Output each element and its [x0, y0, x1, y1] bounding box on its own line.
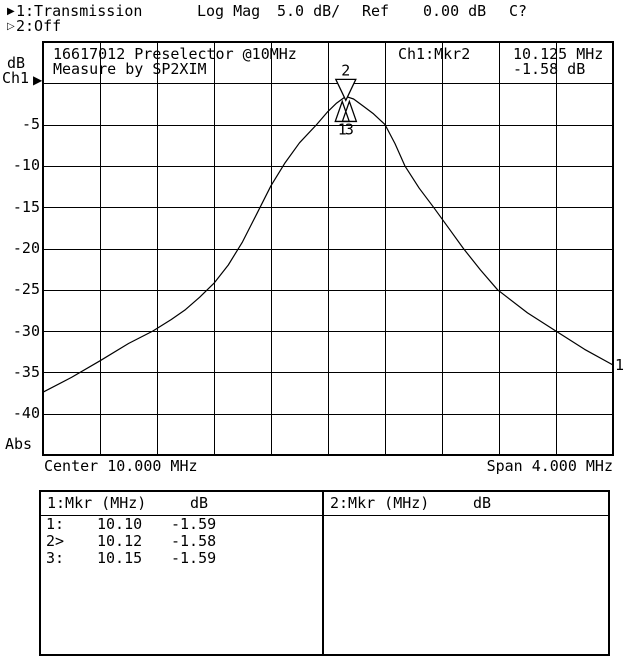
marker-table: 1:Mkr (MHz) dB 2:Mkr (MHz) dB 1: 10.10 -… — [39, 490, 610, 656]
y-tick-label: -40 — [12, 404, 40, 422]
marker-row-freq: 10.15 — [97, 549, 143, 567]
ref-label: Ref — [362, 2, 390, 20]
marker-row-db: -1.58 — [171, 532, 217, 550]
y-tick-label: -10 — [12, 156, 40, 174]
marker-row-number: 1: — [46, 515, 65, 533]
marker-table-right-header-unit: dB — [473, 494, 492, 512]
trace-line — [42, 95, 614, 393]
marker-row-number: 3: — [46, 549, 65, 567]
trace-number-label: 1 — [615, 356, 625, 374]
format-label: Log Mag — [197, 2, 261, 20]
marker-1-label: 1 — [338, 120, 347, 138]
channel-label: Ch1 — [2, 69, 30, 87]
marker-3-label: 3 — [345, 120, 354, 138]
trace1-active-icon: ▶ — [7, 6, 15, 17]
abs-mode-label: Abs — [5, 435, 33, 453]
ref-level-arrow-icon: ▶ — [33, 73, 43, 87]
cal-status: C? — [509, 2, 528, 20]
scale-per-div: 5.0 dB/ — [277, 2, 341, 20]
marker-2-icon — [334, 78, 357, 102]
trace2-inactive-icon: ▷ — [7, 21, 15, 32]
marker-row-freq: 10.12 — [97, 532, 143, 550]
y-tick-label: -15 — [12, 198, 40, 216]
marker-3-icon — [341, 99, 358, 123]
plot-title-line1: 16617012 Preselector @10MHz — [53, 45, 297, 63]
marker-row-freq: 10.10 — [97, 515, 143, 533]
graticule-border — [42, 41, 614, 456]
marker-row-db: -1.59 — [171, 549, 217, 567]
marker-readout-value: -1.58 dB — [513, 60, 586, 78]
marker-2-label: 2 — [341, 61, 350, 79]
plot-title-line2: Measure by SP2XIM — [53, 60, 207, 78]
marker-table-header-line — [41, 515, 608, 516]
marker-readout-freq: 10.125 MHz — [513, 45, 604, 63]
y-tick-label: -25 — [12, 280, 40, 298]
y-tick-label: -5 — [21, 115, 40, 133]
y-tick-label: -30 — [12, 322, 40, 340]
y-axis-unit: dB — [7, 54, 26, 72]
y-tick-label: -20 — [12, 239, 40, 257]
marker-table-left-header-unit: dB — [190, 494, 209, 512]
y-tick-label: -35 — [12, 363, 40, 381]
marker-readout-channel: Ch1:Mkr2 — [398, 45, 471, 63]
marker-table-divider — [322, 492, 324, 654]
marker-table-right-header: 2:Mkr (MHz) — [330, 494, 430, 512]
trace2-label: 2:Off — [16, 17, 62, 35]
span-frequency-label: Span 4.000 MHz — [486, 457, 613, 475]
center-frequency-label: Center 10.000 MHz — [44, 457, 198, 475]
trace1-label: 1:Transmission — [16, 2, 143, 20]
marker-row-db: -1.59 — [171, 515, 217, 533]
ref-value: 0.00 dB — [423, 2, 487, 20]
marker-table-left-header: 1:Mkr (MHz) — [47, 494, 147, 512]
marker-row-number: 2> — [46, 532, 65, 550]
marker-1-icon — [334, 99, 351, 123]
